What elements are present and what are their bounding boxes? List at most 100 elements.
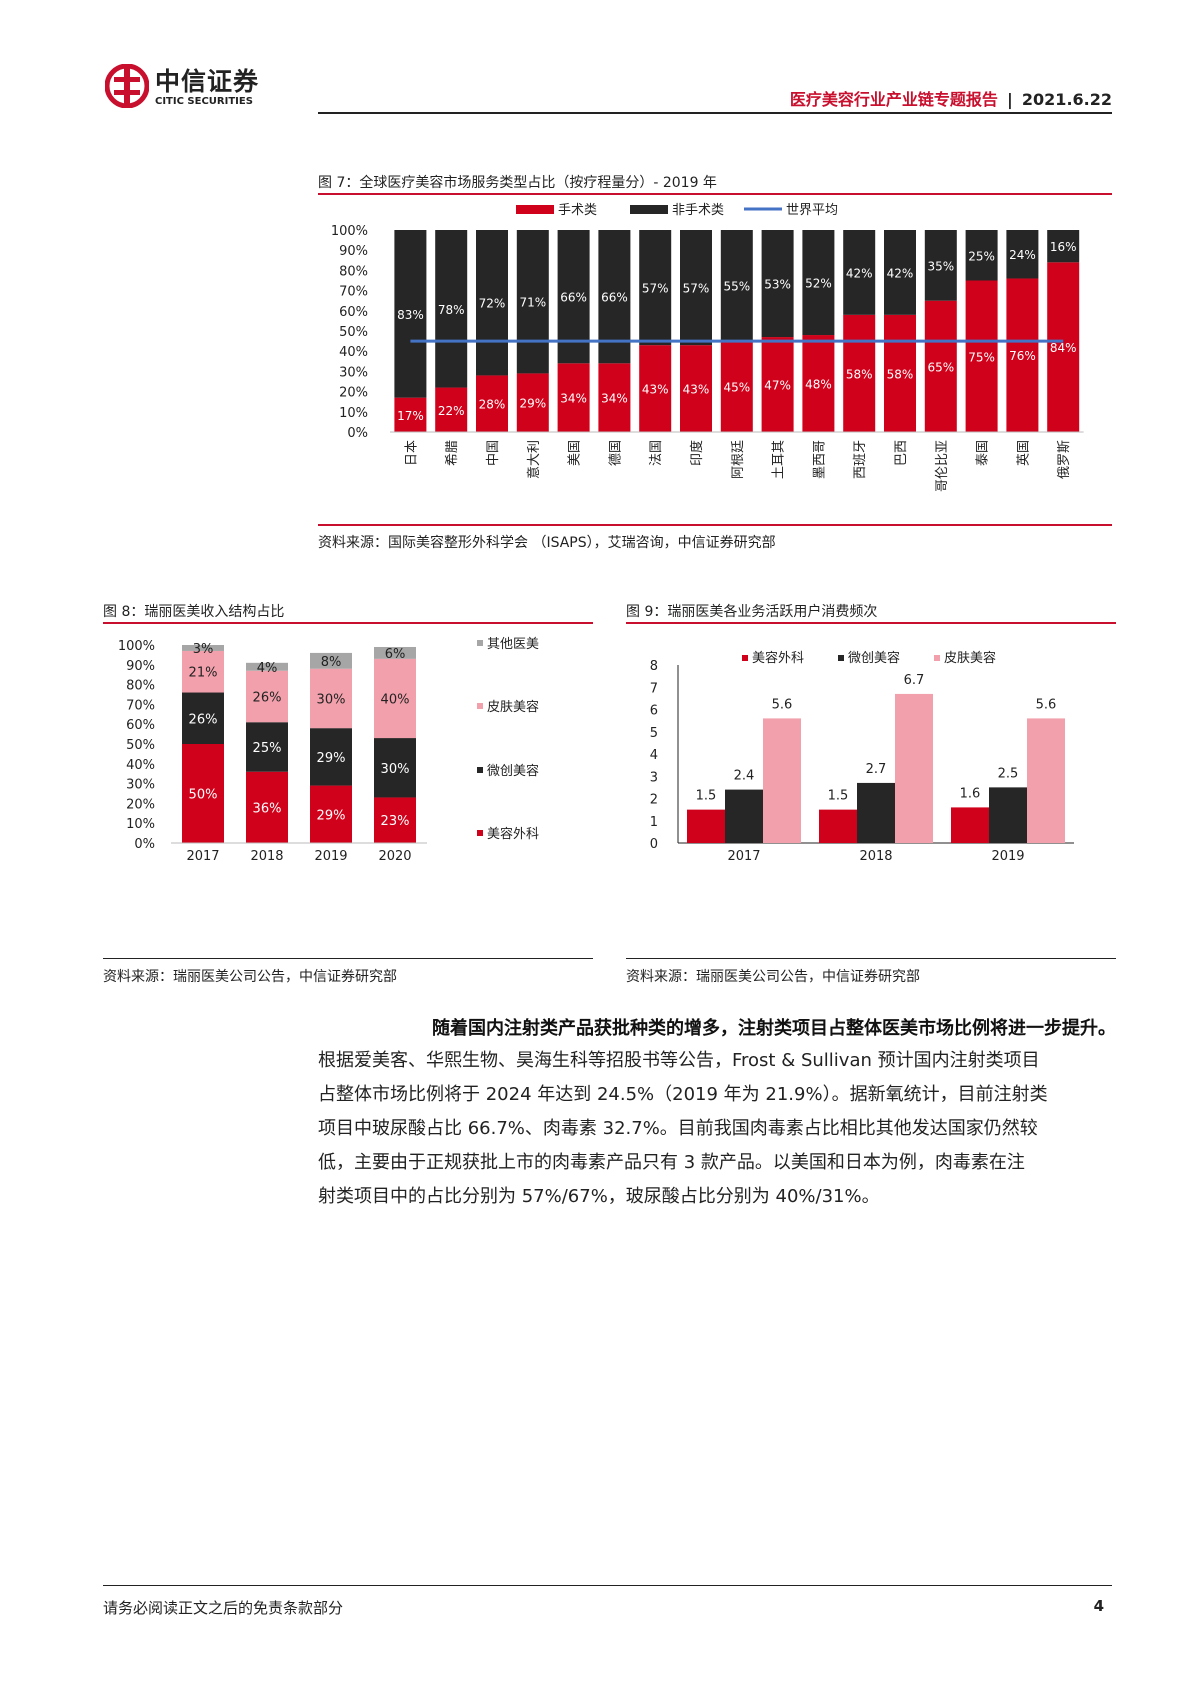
legend-swatch [477,830,483,836]
legend-swatch-nonsurgical [630,205,668,214]
bar-nonsurgical [680,230,712,346]
x-tick-label: 巴西 [894,440,909,466]
data-label: 29% [317,808,346,823]
bar-nonsurgical [965,230,998,281]
y-tick-label: 4 [650,748,658,763]
data-label: 4% [257,661,278,676]
x-tick-label: 2019 [314,849,347,864]
bar-nonsurgical [476,230,508,376]
bar-nonsurgical [1047,230,1080,263]
data-label: 40% [381,692,410,707]
figure9-title-rule [626,622,1116,624]
bar-segment [310,652,352,669]
data-label-nonsurgical: 42% [846,266,873,280]
figure7-title: 图 7：全球医疗美容市场服务类型占比（按疗程量分）- 2019 年 [318,175,717,191]
bar-nonsurgical [802,230,835,336]
bar-surgical [557,363,590,432]
data-label: 1.5 [828,789,849,804]
bar-surgical [516,373,549,432]
figure8-source-rule [103,958,593,959]
legend-label: 其他医美 [487,637,539,652]
legend-label: 美容外科 [487,826,539,842]
data-label-surgical: 43% [683,383,710,397]
legend-label: 非手术类 [672,203,724,218]
y-tick-label: 50% [126,738,155,753]
x-tick-label: 2017 [727,849,760,864]
y-tick-label: 6 [650,704,658,719]
y-tick-label: 100% [331,224,368,239]
data-label: 2.4 [734,769,755,784]
data-label: 1.5 [696,789,717,804]
data-label-surgical: 29% [519,397,546,411]
data-label: 1.6 [960,786,981,801]
bar-segment [374,797,416,843]
x-tick-label: 2018 [859,849,892,864]
bar-nonsurgical [843,230,876,315]
bar-segment [310,785,352,843]
data-label-nonsurgical: 66% [601,291,628,305]
legend-swatch [838,655,844,661]
data-label-nonsurgical: 72% [479,297,506,311]
x-tick-label: 俄罗斯 [1057,440,1072,479]
data-label-nonsurgical: 78% [438,303,465,317]
figure9-title: 图 9：瑞丽医美各业务活跃用户消费频次 [626,604,878,620]
header-rule [318,112,1112,114]
data-label: 2.7 [866,762,887,777]
bar-segment [310,728,352,786]
bar [763,718,801,843]
figure7-title-rule [318,193,1112,195]
x-tick-label: 印度 [689,440,705,466]
y-tick-label: 80% [126,679,155,694]
y-tick-label: 8 [650,659,658,674]
legend-label: 世界平均 [786,203,838,218]
y-tick-label: 70% [126,698,155,713]
legend-swatch [477,767,483,773]
figure9-chart: 美容外科 微创美容 皮肤美容 0 1 2 3 4 5 6 7 8 1.5 2.4 5.6 2017 1.5 2.7… [650,650,1074,864]
figure9-source-rule [626,958,1116,959]
bar-nonsurgical [720,230,753,342]
data-label-nonsurgical: 52% [805,277,832,291]
bar-surgical [680,345,712,432]
bar [819,809,857,843]
y-tick-label: 20% [126,797,155,812]
x-tick-label: 2019 [991,849,1024,864]
x-tick-label: 德国 [608,440,623,466]
y-tick-label: 5 [650,726,658,741]
legend-label: 微创美容 [848,650,900,666]
bar-surgical [802,335,835,432]
bar-surgical [1006,278,1039,432]
data-label-nonsurgical: 57% [642,282,669,296]
legend-label: 手术类 [558,203,597,218]
x-tick-label: 土耳其 [772,440,787,479]
y-tick-label: 20% [339,386,368,401]
y-tick-label: 0% [134,837,155,852]
data-label-surgical: 65% [927,360,954,374]
bar-surgical [884,314,916,432]
y-tick-label: 2 [650,793,658,808]
data-label: 26% [189,712,218,727]
bar-segment [374,738,416,798]
x-tick-label: 2020 [378,849,411,864]
bar-segment [246,722,288,772]
x-tick-label: 法国 [649,440,664,466]
x-tick-label: 2018 [250,849,283,864]
y-tick-label: 90% [126,659,155,674]
body-line: 占整体市场比例将于 2024 年达到 24.5%（2019 年为 21.9%）。… [318,1084,1048,1105]
bar-segment [182,692,224,744]
x-tick-label: 美国 [568,440,583,466]
bar-nonsurgical [924,230,957,301]
bar-segment [374,646,416,659]
data-label-surgical: 34% [601,392,628,406]
bar-nonsurgical [884,230,916,315]
y-tick-label: 1 [650,815,658,830]
bar [687,809,725,843]
bar-segment [374,658,416,739]
bar-nonsurgical [516,230,549,374]
x-tick-label: 泰国 [976,440,991,466]
bar-surgical [639,345,672,432]
legend-swatch [477,703,483,709]
bar-segment [310,668,352,729]
bar-nonsurgical [639,230,672,346]
data-label-nonsurgical: 25% [968,249,995,263]
x-tick-label: 2017 [186,849,219,864]
